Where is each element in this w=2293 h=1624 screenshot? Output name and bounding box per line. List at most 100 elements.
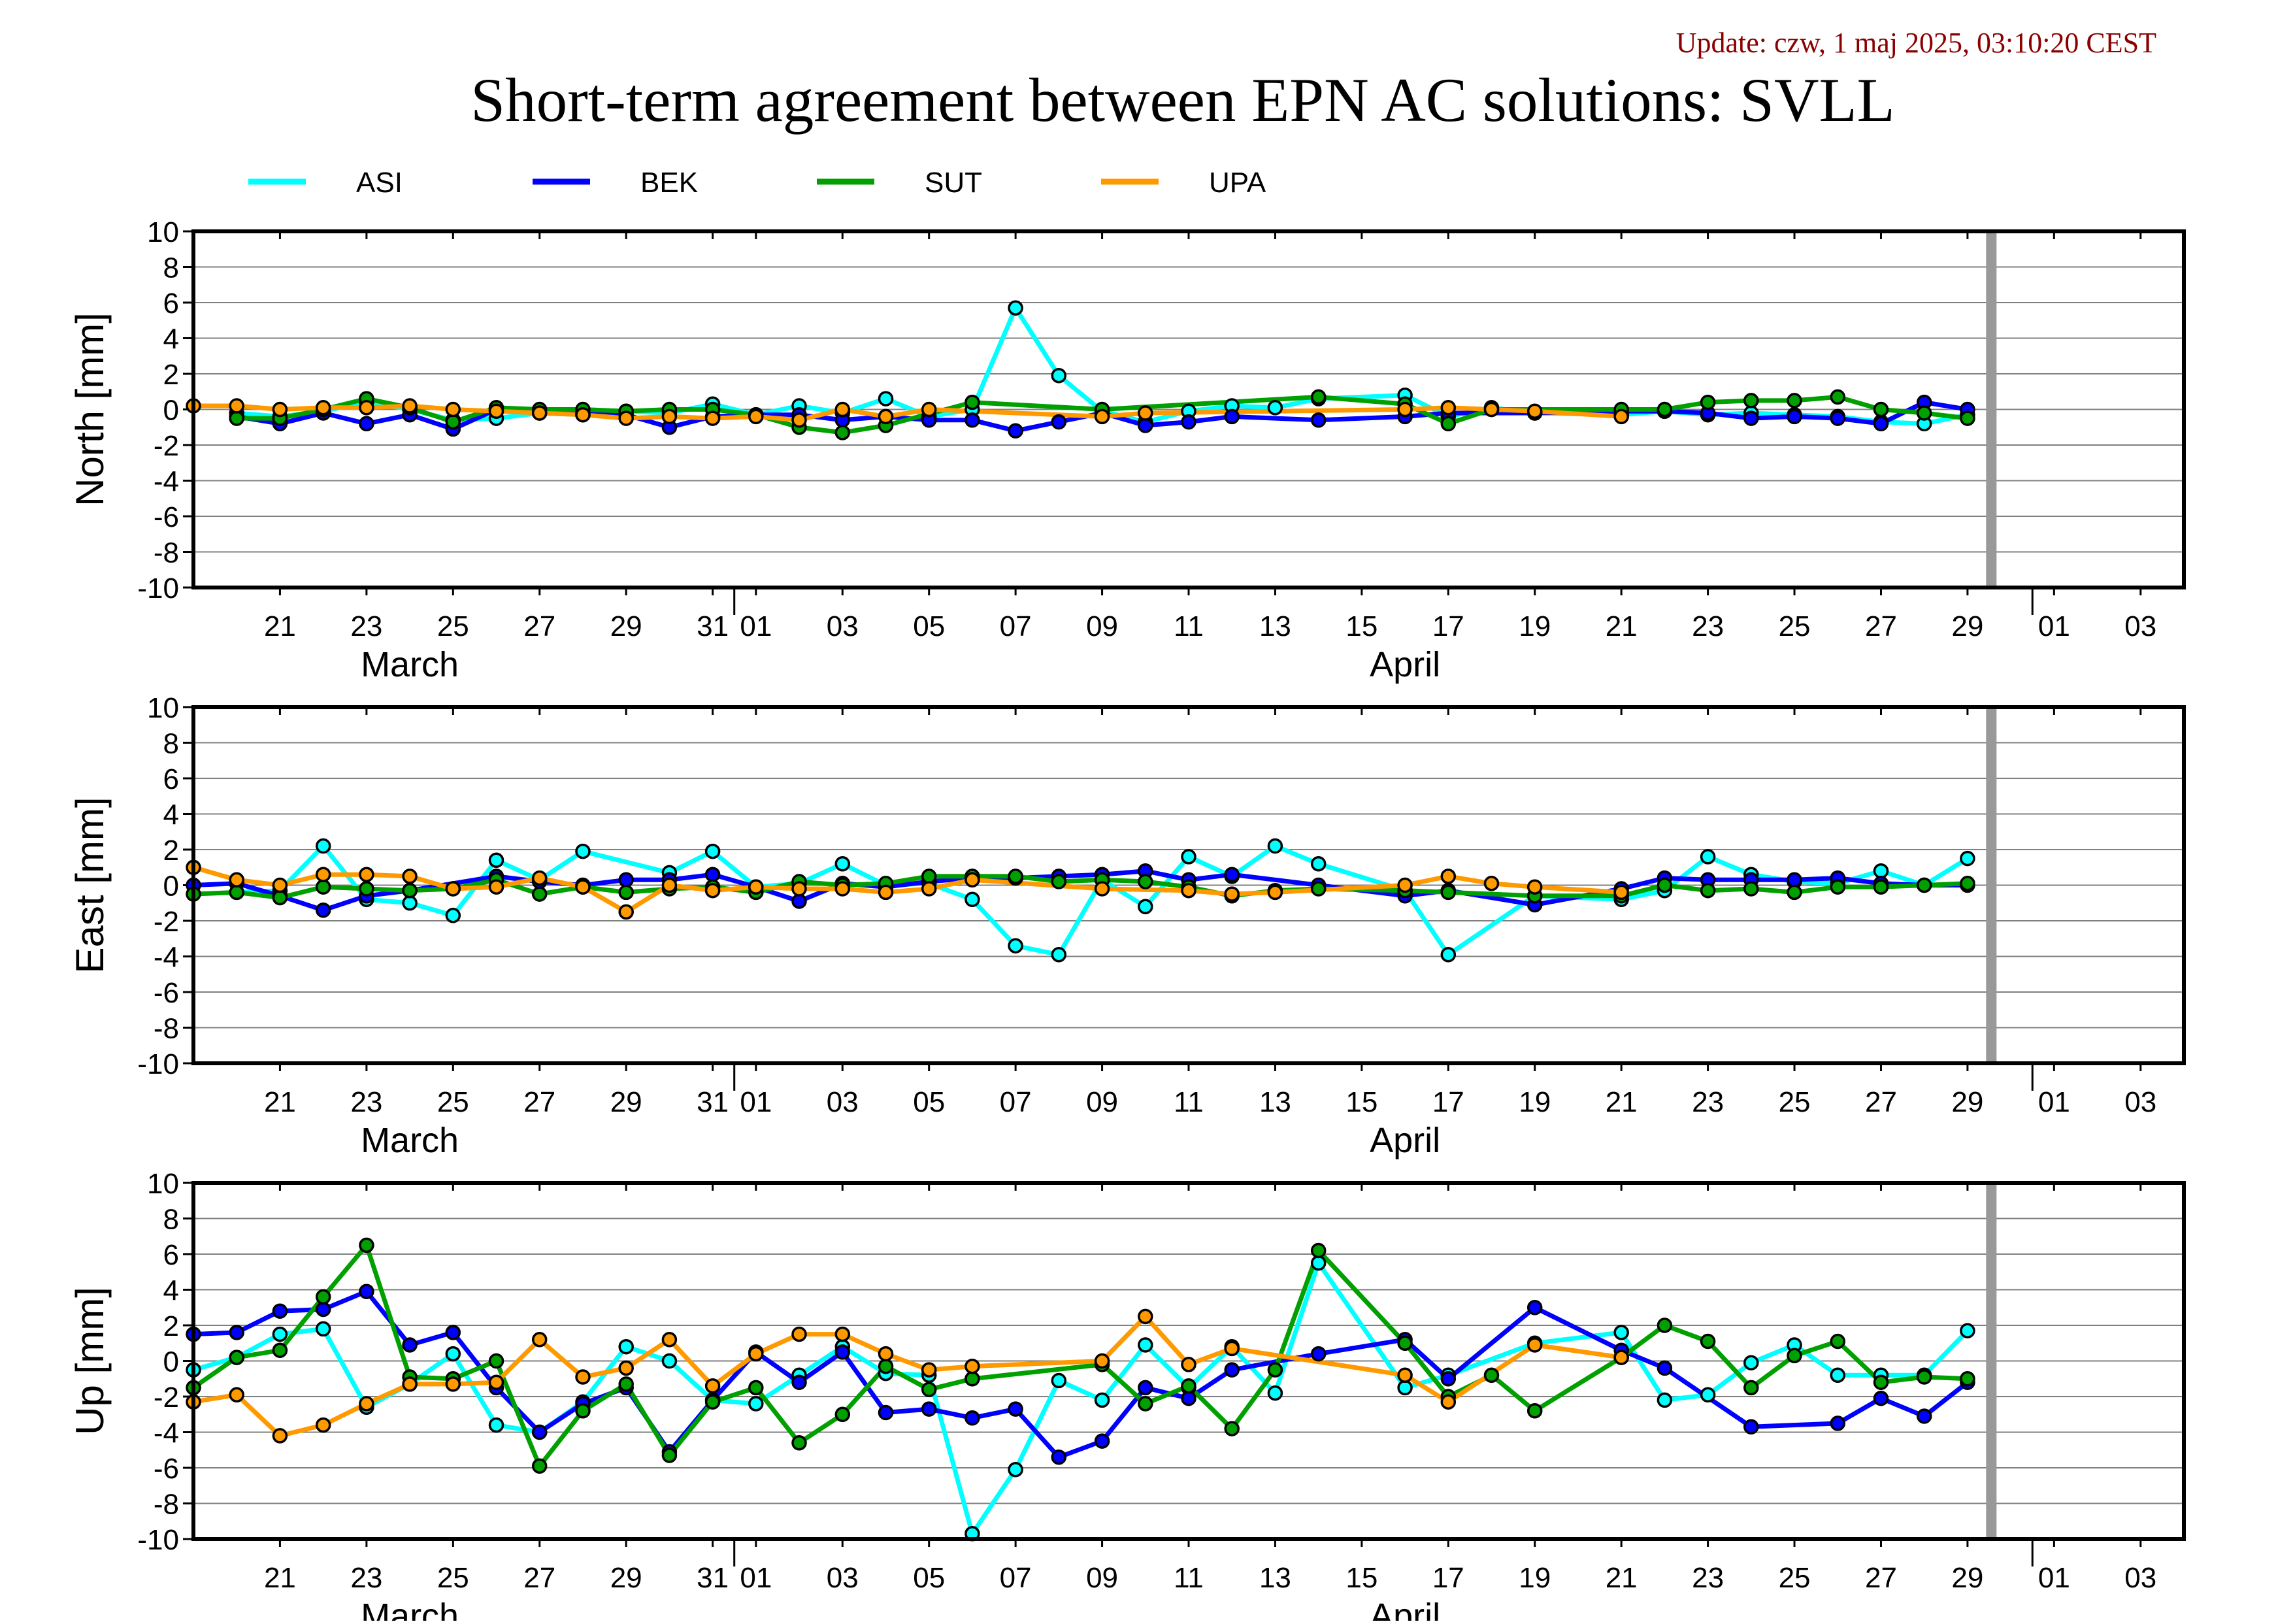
data-point-bek xyxy=(791,893,807,909)
x-tick-label: 03 xyxy=(827,1562,859,1594)
data-point-asi xyxy=(1094,1392,1110,1408)
data-point-sut xyxy=(1397,1335,1413,1351)
legend-label-upa: UPA xyxy=(1209,167,1266,199)
data-point-bek xyxy=(1830,1416,1846,1431)
data-point-upa xyxy=(359,867,374,882)
data-point-upa xyxy=(791,881,807,897)
x-tick-label: 15 xyxy=(1345,1086,1377,1118)
x-tick-label: 07 xyxy=(1000,1562,1032,1594)
data-point-asi xyxy=(1700,849,1716,865)
data-point-sut xyxy=(1830,389,1846,405)
data-point-upa xyxy=(1613,408,1629,425)
data-point-upa xyxy=(1397,877,1413,893)
data-point-sut xyxy=(1051,874,1067,889)
month-label: March xyxy=(361,645,459,684)
data-point-upa xyxy=(1181,882,1196,899)
data-point-bek xyxy=(402,1337,418,1353)
y-axis-north: 10 8 642 0-2 -4-6 -8-10 xyxy=(137,216,2184,605)
data-point-sut xyxy=(402,882,418,899)
month-label: March xyxy=(361,1121,459,1160)
data-point-sut xyxy=(1310,1242,1327,1259)
data-point-sut xyxy=(1873,879,1889,895)
x-tick-label: 23 xyxy=(1692,1562,1724,1594)
data-point-upa xyxy=(1526,1337,1543,1353)
data-point-upa xyxy=(531,405,548,421)
data-point-upa xyxy=(834,401,851,418)
data-point-bek xyxy=(1657,1360,1673,1376)
data-point-bek xyxy=(272,1303,288,1319)
data-point-sut xyxy=(1181,1378,1196,1394)
data-point-upa xyxy=(1138,405,1153,421)
data-point-sut xyxy=(1830,879,1846,895)
data-point-upa xyxy=(618,904,634,920)
data-point-asi xyxy=(1267,400,1283,416)
data-point-bek xyxy=(1224,867,1240,882)
x-axis-up: 21 23 25 27 29 31 01 03 05 07 09 11 13 15 17 19 21 23 25 27… xyxy=(264,1183,2156,1624)
data-point-upa xyxy=(402,1376,418,1392)
data-point-asi xyxy=(488,852,504,869)
x-tick-label: 17 xyxy=(1432,1562,1464,1594)
y-tick-label: 10 xyxy=(147,692,179,724)
y-tick-label: -10 xyxy=(137,1048,179,1080)
data-point-sut xyxy=(575,1403,591,1419)
data-point-upa xyxy=(488,879,504,895)
data-point-sut xyxy=(1916,405,1932,421)
data-point-sut xyxy=(1138,1396,1153,1412)
x-tick-label: 01 xyxy=(740,1086,772,1118)
x-tick-label: 27 xyxy=(523,610,555,642)
data-point-upa xyxy=(1094,1353,1110,1369)
series-line-sut xyxy=(191,1242,1968,1468)
x-tick-label: 11 xyxy=(1174,1562,1204,1594)
data-point-asi xyxy=(1830,1367,1846,1384)
data-point-upa xyxy=(488,403,504,419)
data-point-bek xyxy=(531,1424,548,1440)
data-point-upa xyxy=(575,406,591,423)
data-point-asi xyxy=(704,843,721,859)
legend-label-asi: ASI xyxy=(356,167,403,199)
data-point-upa xyxy=(402,398,418,414)
data-point-upa xyxy=(272,877,288,893)
legend-item-bek: BEK xyxy=(533,167,698,199)
y-tick-label: 6 xyxy=(163,288,179,320)
y-axis-label-east: East [mm] xyxy=(68,797,112,973)
data-point-asi xyxy=(965,891,980,908)
data-point-upa xyxy=(575,1369,591,1385)
x-tick-label: 01 xyxy=(2038,1086,2070,1118)
data-point-upa xyxy=(965,872,980,888)
y-tick-label: -8 xyxy=(154,1489,179,1521)
legend-item-sut: SUT xyxy=(817,167,982,199)
x-axis-east: 21 23 25 27 29 31 01 03 05 07 09 11 13 15 17 19 21 23 25 27… xyxy=(264,707,2156,1160)
x-tick-label: 29 xyxy=(1951,1562,1983,1594)
data-point-sut xyxy=(1138,874,1153,889)
x-tick-label: 15 xyxy=(1345,1562,1377,1594)
data-point-upa xyxy=(921,881,937,897)
data-point-sut xyxy=(272,889,288,906)
data-point-upa xyxy=(402,869,418,884)
data-point-sut xyxy=(531,1458,548,1474)
data-point-sut xyxy=(1700,1333,1716,1350)
data-point-sut xyxy=(661,1448,678,1463)
data-point-sut xyxy=(359,881,374,897)
data-point-sut xyxy=(359,1237,374,1253)
y-tick-label: -2 xyxy=(154,430,179,462)
data-point-bek xyxy=(1051,414,1067,430)
data-point-upa xyxy=(315,867,331,882)
data-point-asi xyxy=(272,1326,288,1342)
data-point-asi xyxy=(1700,1387,1716,1403)
x-tick-label: 27 xyxy=(1865,1562,1897,1594)
x-tick-label: 01 xyxy=(740,610,772,642)
panel-east: 10 86 4 20-2 -4-6 -8-10 East [mm] 21 23 25 27 29 31 0… xyxy=(68,692,2186,1160)
y-tick-label: 8 xyxy=(163,252,179,284)
data-point-sut xyxy=(1743,1380,1759,1396)
x-axis-north: 21 23 25 27 29 31 01 03 05 07 09 11 13 15 17 19 21 23 25 27… xyxy=(264,231,2156,684)
y-tick-label: 10 xyxy=(147,216,179,248)
series-points-upa xyxy=(186,859,1629,920)
data-point-bek xyxy=(1051,1449,1067,1465)
update-timestamp: Update: czw, 1 maj 2025, 03:10:20 CEST xyxy=(1676,27,2156,59)
data-point-bek xyxy=(1873,416,1889,432)
y-tick-label: 0 xyxy=(163,1346,179,1378)
data-point-upa xyxy=(575,879,591,895)
legend: ASI BEK SUT UPA xyxy=(248,167,1266,199)
